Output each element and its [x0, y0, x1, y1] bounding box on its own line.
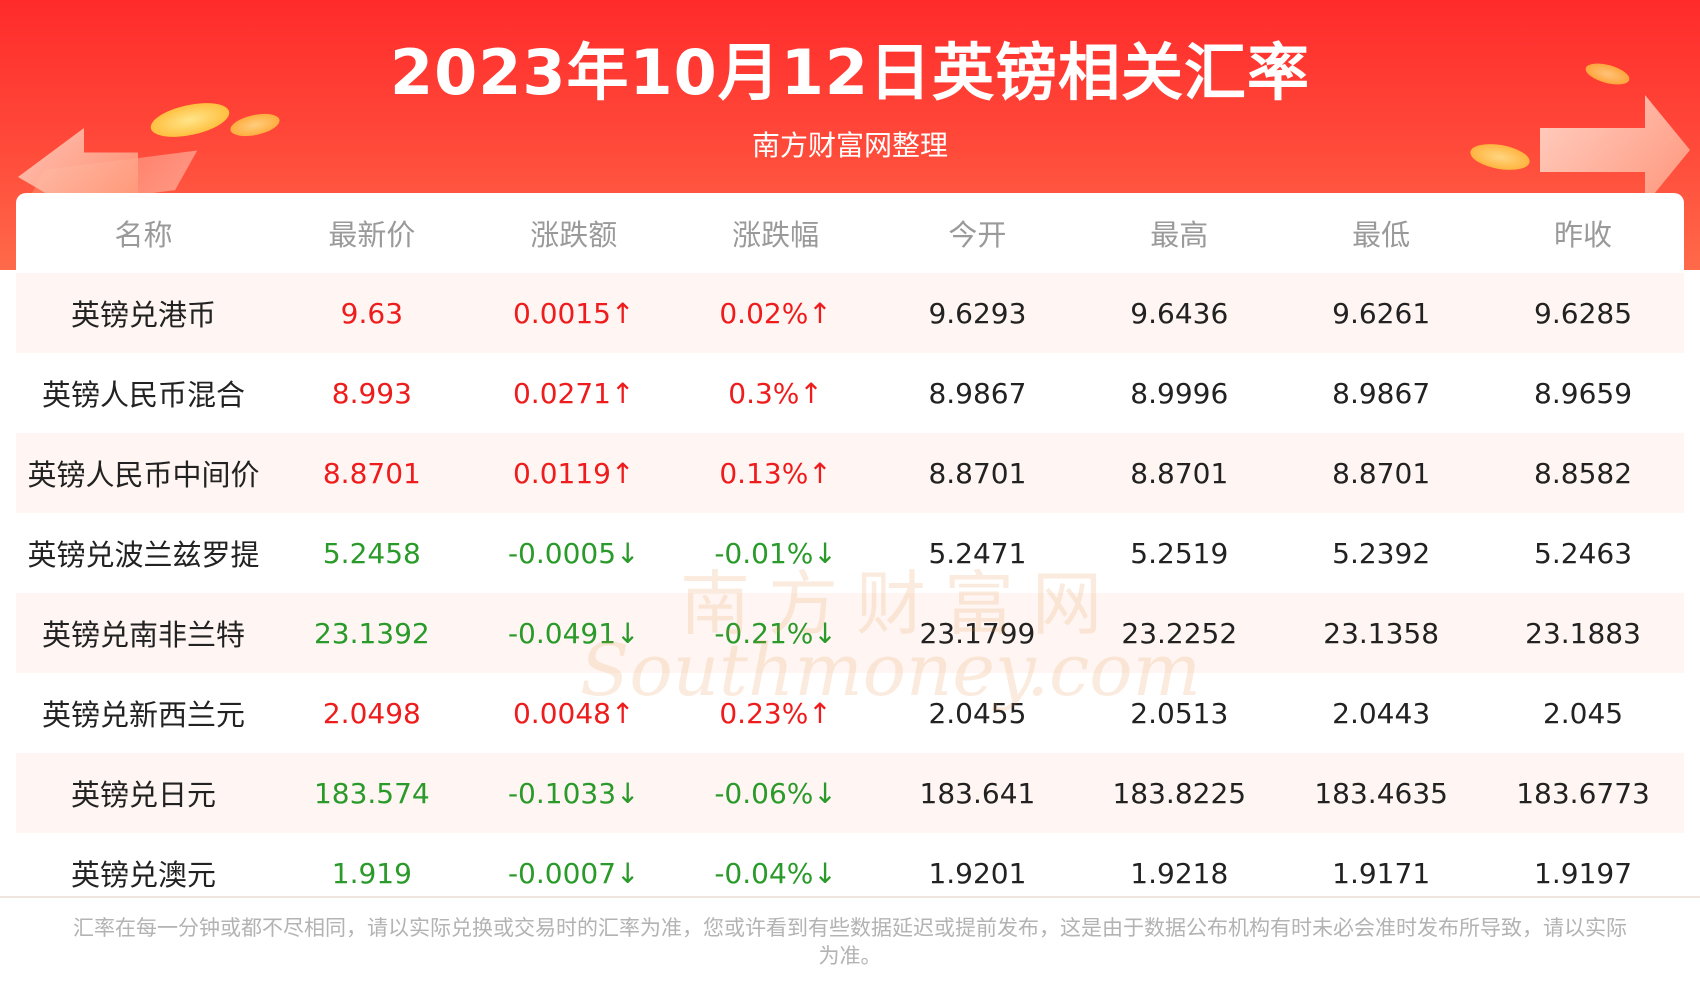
- cell-change-pct: 0.3%↑: [728, 376, 823, 410]
- cell-open: 8.8701: [876, 433, 1079, 513]
- cell-name: 英镑兑新西兰元: [41, 698, 245, 732]
- column-header-high: 最高: [1150, 218, 1209, 252]
- cell-high: 2.0513: [1130, 696, 1229, 730]
- cell-change-pct: 0.13%↑: [674, 433, 877, 513]
- cell-change: 0.0048↑: [512, 696, 635, 730]
- cell-low: 1.9171: [1332, 856, 1431, 890]
- cell-name: 英镑兑日元: [16, 753, 271, 833]
- cell-low: 9.6261: [1280, 273, 1483, 353]
- cell-latest: 183.574: [270, 753, 473, 833]
- cell-low: 2.0443: [1332, 696, 1431, 730]
- cell-prev-close: 183.6773: [1482, 753, 1684, 833]
- table-row: 英镑兑港币 9.63 0.0015↑ 0.02%↑ 9.6293 9.6436 9.6261…: [16, 273, 1684, 353]
- page-title: 2023年10月12日英镑相关汇率: [389, 36, 1311, 109]
- cell-prev-close: 2.045: [1542, 696, 1624, 730]
- cell-prev-close: 5.2463: [1534, 536, 1633, 570]
- table-row: 英镑人民币混合 8.993 0.0271↑ 0.3%↑ 8.9867 8.9996 8.98…: [16, 353, 1684, 433]
- cell-latest: 9.63: [270, 273, 473, 353]
- column-header-prev-close: 昨收: [1554, 218, 1613, 252]
- table-row: 英镑兑新西兰元 2.0498 0.0048↑ 0.23%↑ 2.0455 2.0513 2.…: [16, 673, 1684, 753]
- cell-low: 8.8701: [1280, 433, 1483, 513]
- page-subtitle: 南方财富网整理: [751, 129, 948, 162]
- table-row: 英镑兑南非兰特 23.1392 -0.0491↓ -0.21%↓ 23.1799 23.2…: [16, 593, 1684, 673]
- cell-latest: 23.1392: [270, 593, 473, 673]
- cell-change-pct: 0.23%↑: [719, 696, 832, 730]
- cell-prev-close: 8.8582: [1482, 433, 1684, 513]
- cell-open: 9.6293: [876, 273, 1079, 353]
- table-row: 英镑兑日元 183.574 -0.1033↓ -0.06%↓ 183.641 183.82…: [16, 753, 1684, 833]
- cell-change: 0.0015↑: [472, 273, 675, 353]
- cell-name: 英镑兑澳元: [70, 858, 216, 892]
- cell-open: 183.641: [876, 753, 1079, 833]
- cell-low: 5.2392: [1332, 536, 1431, 570]
- column-header-change: 涨跌额: [530, 218, 618, 252]
- cell-high: 1.9218: [1130, 856, 1229, 890]
- cell-low: 23.1358: [1280, 593, 1483, 673]
- cell-change: -0.1033↓: [472, 753, 675, 833]
- cell-prev-close: 1.9197: [1534, 856, 1633, 890]
- cell-high: 23.2252: [1078, 593, 1281, 673]
- cell-latest: 2.0498: [322, 696, 421, 730]
- cell-prev-close: 9.6285: [1482, 273, 1684, 353]
- cell-change: -0.0007↓: [507, 856, 640, 890]
- cell-open: 2.0455: [928, 696, 1027, 730]
- cell-prev-close: 23.1883: [1482, 593, 1684, 673]
- cell-name: 英镑人民币中间价: [16, 433, 271, 513]
- cell-change-pct: 0.02%↑: [674, 273, 877, 353]
- column-header-name: 名称: [114, 218, 173, 252]
- cell-change-pct: -0.06%↓: [674, 753, 877, 833]
- table-header-row: 名称 最新价 涨跌额 涨跌幅 今开 最高 最低 昨收: [16, 193, 1684, 273]
- cell-open: 1.9201: [928, 856, 1027, 890]
- cell-change: 0.0271↑: [512, 376, 635, 410]
- cell-latest: 1.919: [331, 856, 412, 890]
- cell-change: -0.0491↓: [472, 593, 675, 673]
- cell-high: 183.8225: [1078, 753, 1281, 833]
- cell-change: -0.0005↓: [507, 536, 640, 570]
- cell-open: 8.9867: [928, 376, 1027, 410]
- cell-latest: 5.2458: [322, 536, 421, 570]
- rates-table: 名称 最新价 涨跌额 涨跌幅 今开 最高 最低 昨收 英镑兑港币 9.63 0.00…: [16, 193, 1684, 913]
- column-header-latest: 最新价: [328, 218, 416, 252]
- cell-name: 英镑兑南非兰特: [16, 593, 271, 673]
- cell-high: 5.2519: [1130, 536, 1229, 570]
- cell-change-pct: -0.01%↓: [714, 536, 837, 570]
- cell-latest: 8.8701: [270, 433, 473, 513]
- cell-open: 23.1799: [876, 593, 1079, 673]
- cell-change: 0.0119↑: [472, 433, 675, 513]
- rates-table-card: 名称 最新价 涨跌额 涨跌幅 今开 最高 最低 昨收 英镑兑港币 9.63 0.00…: [16, 193, 1684, 898]
- column-header-low: 最低: [1352, 218, 1411, 252]
- column-header-open: 今开: [948, 218, 1007, 252]
- cell-change-pct: -0.04%↓: [714, 856, 837, 890]
- footer: 汇率在每一分钟或都不尽相同，请以实际兑换或交易时的汇率为准，您或许看到有些数据延…: [0, 896, 1700, 1002]
- column-header-change-pct: 涨跌幅: [732, 218, 820, 252]
- cell-high: 8.9996: [1130, 376, 1229, 410]
- cell-name: 英镑兑波兰兹罗提: [27, 538, 260, 572]
- table-row: 英镑兑波兰兹罗提 5.2458 -0.0005↓ -0.01%↓ 5.2471 5.251…: [16, 513, 1684, 593]
- cell-name: 英镑兑港币: [16, 273, 271, 353]
- disclaimer-text: 汇率在每一分钟或都不尽相同，请以实际兑换或交易时的汇率为准，您或许看到有些数据延…: [73, 916, 1627, 968]
- table-row: 英镑兑澳元 1.919 -0.0007↓ -0.04%↓ 1.9201 1.9218 1.9…: [16, 833, 1684, 913]
- cell-high: 8.8701: [1078, 433, 1281, 513]
- cell-change-pct: -0.21%↓: [674, 593, 877, 673]
- cell-high: 9.6436: [1078, 273, 1281, 353]
- table-row: 英镑人民币中间价 8.8701 0.0119↑ 0.13%↑ 8.8701 8.8701 8…: [16, 433, 1684, 513]
- cell-open: 5.2471: [928, 536, 1027, 570]
- cell-latest: 8.993: [331, 376, 412, 410]
- cell-low: 8.9867: [1332, 376, 1431, 410]
- cell-name: 英镑人民币混合: [41, 378, 245, 412]
- cell-low: 183.4635: [1280, 753, 1483, 833]
- cell-prev-close: 8.9659: [1534, 376, 1633, 410]
